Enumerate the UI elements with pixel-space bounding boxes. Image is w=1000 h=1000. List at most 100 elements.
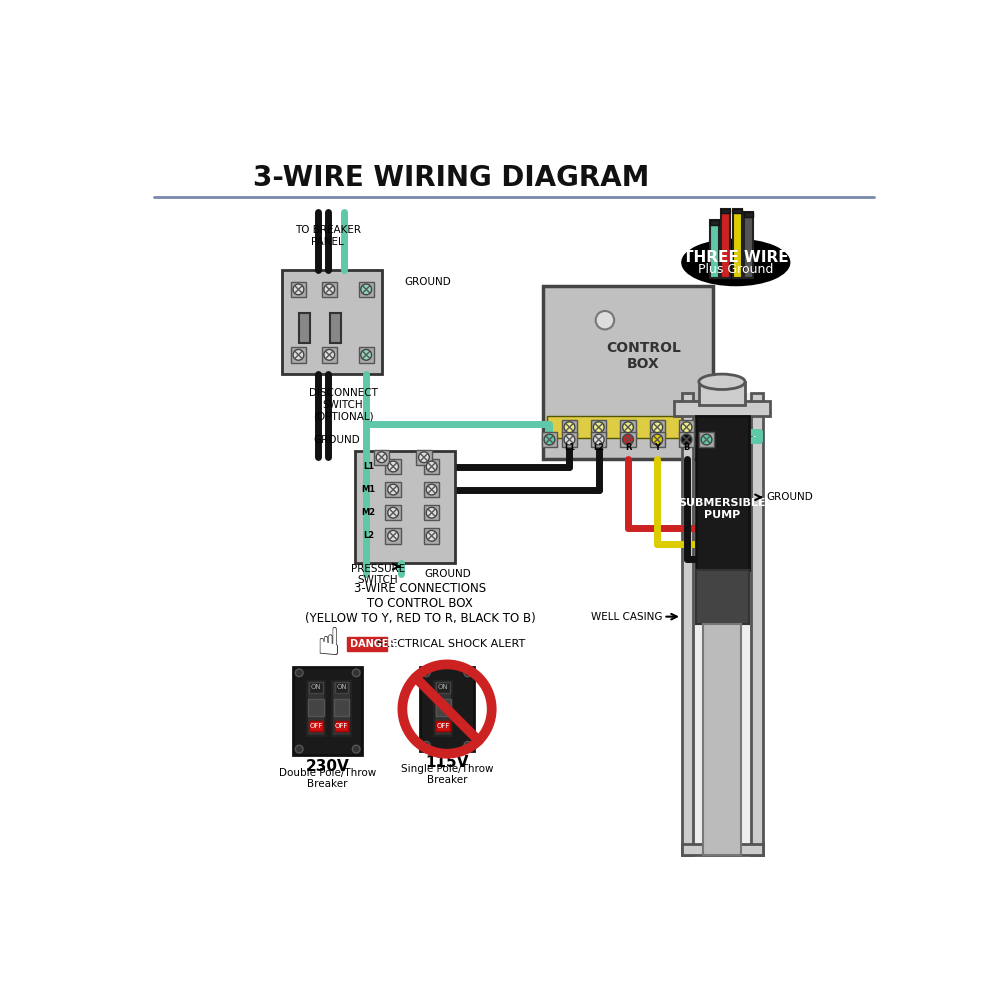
FancyBboxPatch shape bbox=[385, 482, 401, 497]
Circle shape bbox=[419, 452, 429, 463]
Circle shape bbox=[544, 434, 555, 445]
FancyBboxPatch shape bbox=[374, 450, 389, 465]
Text: TO BREAKER
PANEL: TO BREAKER PANEL bbox=[295, 225, 361, 247]
FancyBboxPatch shape bbox=[416, 450, 432, 465]
Text: PRESSURE
SWITCH: PRESSURE SWITCH bbox=[351, 564, 405, 585]
Text: R: R bbox=[625, 443, 631, 452]
Text: ☝: ☝ bbox=[316, 625, 340, 663]
Circle shape bbox=[422, 741, 430, 749]
Circle shape bbox=[295, 669, 303, 677]
FancyBboxPatch shape bbox=[424, 528, 439, 544]
Circle shape bbox=[422, 669, 430, 677]
FancyBboxPatch shape bbox=[335, 682, 348, 693]
FancyBboxPatch shape bbox=[309, 721, 323, 731]
FancyBboxPatch shape bbox=[744, 212, 753, 217]
FancyBboxPatch shape bbox=[682, 844, 763, 855]
FancyBboxPatch shape bbox=[358, 347, 374, 363]
Text: GROUND: GROUND bbox=[313, 435, 360, 445]
FancyBboxPatch shape bbox=[591, 432, 606, 447]
FancyBboxPatch shape bbox=[679, 432, 694, 447]
FancyBboxPatch shape bbox=[650, 432, 665, 447]
FancyBboxPatch shape bbox=[674, 401, 770, 416]
FancyBboxPatch shape bbox=[299, 312, 310, 343]
FancyBboxPatch shape bbox=[330, 312, 341, 343]
Text: M2: M2 bbox=[361, 508, 376, 517]
Circle shape bbox=[426, 484, 437, 495]
Text: GROUND: GROUND bbox=[767, 492, 813, 502]
FancyBboxPatch shape bbox=[744, 212, 753, 278]
FancyBboxPatch shape bbox=[721, 209, 730, 278]
Text: 115V: 115V bbox=[425, 755, 469, 770]
Text: DISCONNECT
SWITCH
(OPTIONAL): DISCONNECT SWITCH (OPTIONAL) bbox=[309, 388, 378, 421]
FancyBboxPatch shape bbox=[334, 699, 349, 716]
FancyBboxPatch shape bbox=[385, 459, 401, 474]
FancyBboxPatch shape bbox=[547, 416, 709, 438]
Circle shape bbox=[376, 452, 387, 463]
Circle shape bbox=[464, 741, 472, 749]
FancyBboxPatch shape bbox=[693, 393, 751, 844]
FancyBboxPatch shape bbox=[543, 286, 713, 459]
Text: THREE WIRE: THREE WIRE bbox=[683, 250, 789, 265]
Circle shape bbox=[681, 434, 692, 445]
Text: ON: ON bbox=[438, 684, 449, 690]
FancyBboxPatch shape bbox=[308, 699, 324, 716]
Text: WELL CASING: WELL CASING bbox=[591, 612, 663, 622]
Text: L1: L1 bbox=[564, 443, 575, 452]
Text: SUBMERSIBLE
PUMP: SUBMERSIBLE PUMP bbox=[678, 498, 766, 520]
Circle shape bbox=[426, 530, 437, 541]
Circle shape bbox=[352, 745, 360, 753]
Circle shape bbox=[426, 461, 437, 472]
FancyBboxPatch shape bbox=[733, 209, 742, 213]
Circle shape bbox=[361, 349, 372, 360]
Text: OFF: OFF bbox=[309, 723, 323, 729]
FancyBboxPatch shape bbox=[424, 482, 439, 497]
Text: OFF: OFF bbox=[335, 723, 348, 729]
FancyBboxPatch shape bbox=[699, 432, 714, 447]
Circle shape bbox=[564, 422, 575, 433]
Circle shape bbox=[701, 434, 712, 445]
Text: ON: ON bbox=[336, 684, 347, 690]
FancyBboxPatch shape bbox=[282, 270, 382, 374]
Circle shape bbox=[681, 422, 692, 433]
Circle shape bbox=[426, 507, 437, 518]
FancyBboxPatch shape bbox=[562, 432, 577, 447]
FancyBboxPatch shape bbox=[335, 721, 348, 731]
Circle shape bbox=[324, 284, 335, 295]
FancyBboxPatch shape bbox=[436, 682, 450, 693]
FancyBboxPatch shape bbox=[420, 667, 474, 751]
Text: Y: Y bbox=[654, 443, 660, 452]
Circle shape bbox=[593, 434, 604, 445]
FancyBboxPatch shape bbox=[385, 505, 401, 520]
Circle shape bbox=[388, 461, 399, 472]
FancyBboxPatch shape bbox=[710, 220, 719, 225]
FancyBboxPatch shape bbox=[751, 393, 763, 855]
Text: Single Pole/Throw
Breaker: Single Pole/Throw Breaker bbox=[401, 764, 493, 785]
FancyBboxPatch shape bbox=[307, 681, 325, 736]
FancyBboxPatch shape bbox=[424, 459, 439, 474]
Circle shape bbox=[361, 284, 372, 295]
Text: M1: M1 bbox=[361, 485, 376, 494]
Circle shape bbox=[623, 434, 633, 445]
Ellipse shape bbox=[699, 374, 745, 389]
Circle shape bbox=[295, 745, 303, 753]
FancyBboxPatch shape bbox=[591, 420, 606, 435]
Text: GROUND: GROUND bbox=[424, 569, 471, 579]
Text: ⚠ DANGER: ⚠ DANGER bbox=[338, 639, 396, 649]
FancyBboxPatch shape bbox=[682, 393, 693, 855]
Circle shape bbox=[324, 349, 335, 360]
Text: OFF: OFF bbox=[437, 723, 450, 729]
Text: ELECTRICAL SHOCK ALERT: ELECTRICAL SHOCK ALERT bbox=[377, 639, 525, 649]
FancyBboxPatch shape bbox=[424, 505, 439, 520]
Ellipse shape bbox=[682, 239, 790, 286]
FancyBboxPatch shape bbox=[696, 570, 749, 624]
Circle shape bbox=[652, 434, 663, 445]
Text: Double Pole/Throw
Breaker: Double Pole/Throw Breaker bbox=[279, 768, 376, 789]
FancyBboxPatch shape bbox=[699, 382, 745, 405]
Circle shape bbox=[293, 349, 304, 360]
FancyBboxPatch shape bbox=[322, 282, 337, 297]
FancyBboxPatch shape bbox=[620, 420, 636, 435]
Text: 3-WIRE CONNECTIONS
TO CONTROL BOX
(YELLOW TO Y, RED TO R, BLACK TO B): 3-WIRE CONNECTIONS TO CONTROL BOX (YELLO… bbox=[305, 582, 535, 625]
Circle shape bbox=[388, 484, 399, 495]
Text: 230V: 230V bbox=[306, 759, 350, 774]
Circle shape bbox=[293, 284, 304, 295]
